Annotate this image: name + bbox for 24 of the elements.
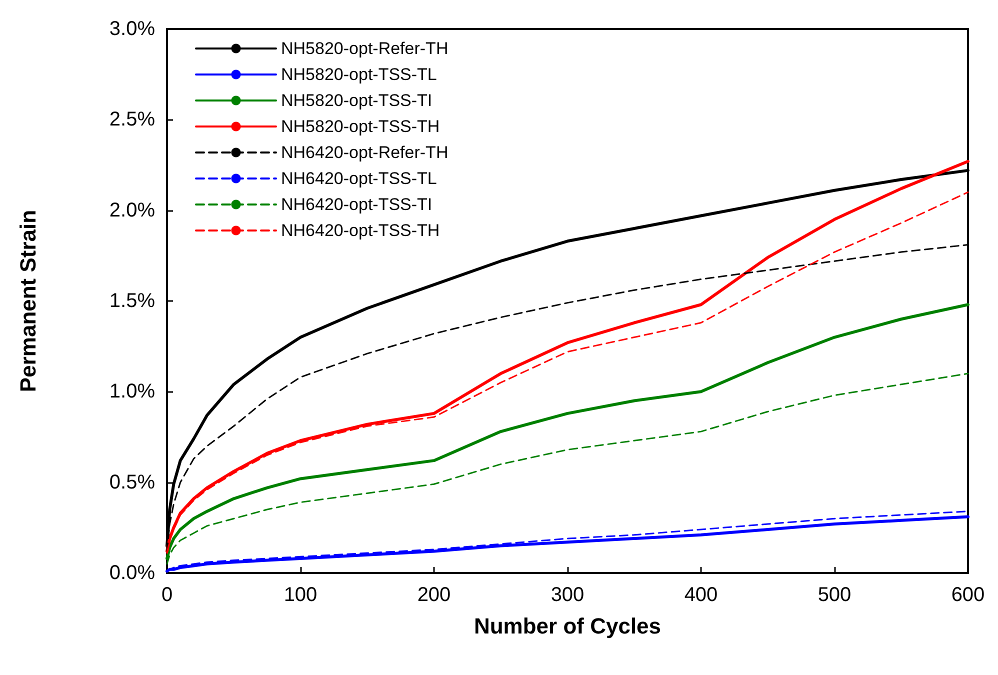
x-tick-label: 600 (951, 584, 985, 606)
legend-label: NH6420-opt-Refer-TH (281, 143, 448, 162)
y-tick-label: 3.0% (109, 18, 156, 40)
legend-label: NH5820-opt-TSS-TH (281, 117, 440, 136)
y-tick-label: 0.5% (109, 471, 156, 494)
x-tick-label: 400 (684, 584, 718, 606)
legend-label: NH6420-opt-TSS-TI (281, 195, 432, 214)
legend-label: NH5820-opt-TSS-TL (281, 65, 437, 84)
y-tick-label: 1.5% (109, 290, 156, 312)
x-axis-title: Number of Cycles (474, 614, 662, 638)
x-tick-label: 100 (284, 584, 318, 606)
x-tick-label: 500 (818, 584, 852, 606)
legend-label: NH6420-opt-TSS-TH (281, 221, 440, 240)
legend-label: NH5820-opt-TSS-TI (281, 91, 432, 110)
legend-label: NH6420-opt-TSS-TL (281, 169, 437, 188)
y-tick-label: 2.0% (109, 199, 156, 222)
x-tick-label: 0 (161, 584, 173, 606)
x-tick-label: 200 (417, 584, 451, 606)
legend-label: NH5820-opt-Refer-TH (281, 39, 448, 58)
y-tick-label: 0.0% (109, 562, 156, 584)
y-tick-label: 2.5% (109, 108, 156, 131)
y-axis-title: Permanent Strain (16, 210, 40, 392)
y-tick-label: 1.0% (109, 380, 156, 403)
x-tick-label: 300 (550, 584, 584, 606)
